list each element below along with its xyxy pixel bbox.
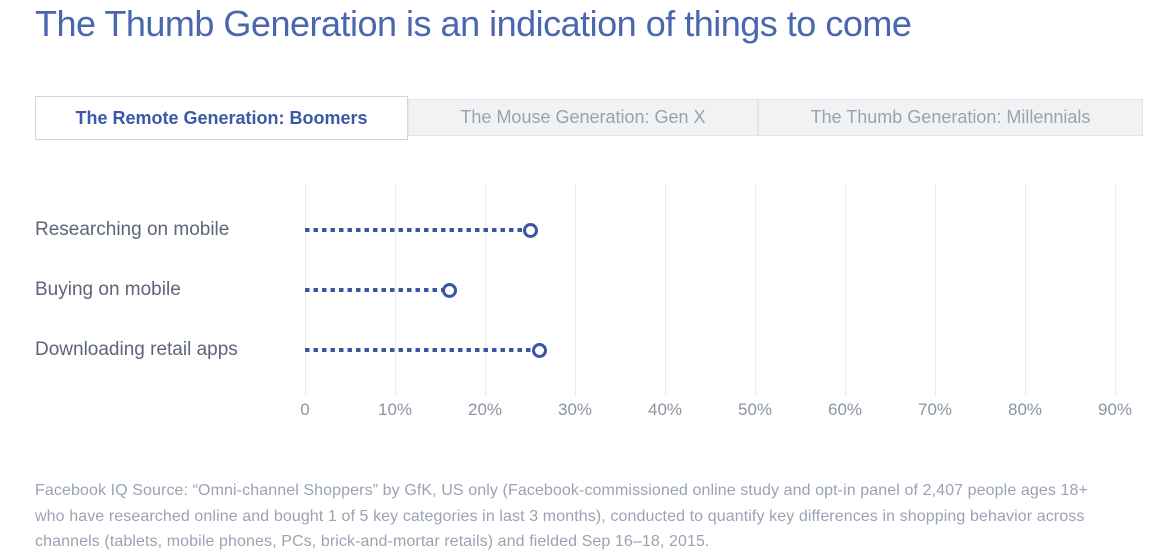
x-axis-tick-label: 90% [1097,400,1133,419]
gridline [755,185,756,396]
x-axis-tick-label: 20% [467,400,503,419]
data-point-marker [523,223,538,238]
tab-mouse-generation-genx[interactable]: The Mouse Generation: Gen X [408,99,758,136]
data-point-marker [442,283,457,298]
gridline [1025,185,1026,396]
page-title: The Thumb Generation is an indication of… [35,3,912,44]
generation-tabs: The Remote Generation: Boomers The Mouse… [35,96,1143,140]
tab-remote-generation-boomers[interactable]: The Remote Generation: Boomers [35,96,408,140]
category-label: Researching on mobile [35,219,230,240]
x-axis-tick-label: 30% [557,400,593,419]
gridline [935,185,936,396]
x-axis-tick-label: 60% [827,400,863,419]
x-axis-tick-label: 10% [377,400,413,419]
category-label: Buying on mobile [35,279,181,300]
x-axis-tick-label: 0 [300,400,310,419]
x-axis-tick-label: 50% [737,400,773,419]
lollipop-line [305,228,524,232]
tab-label: The Thumb Generation: Millennials [810,107,1091,127]
gridline [1115,185,1116,396]
tab-thumb-generation-millennials[interactable]: The Thumb Generation: Millennials [758,99,1143,136]
gridline [575,185,576,396]
x-axis-tick-label: 80% [1007,400,1043,419]
source-note: Facebook IQ Source: “Omni-channel Shoppe… [35,482,1088,550]
data-point-marker [532,343,547,358]
tab-label: The Mouse Generation: Gen X [460,107,706,127]
gridline [845,185,846,396]
x-axis-tick-label: 40% [647,400,683,419]
lollipop-line [305,288,443,292]
x-axis-tick-label: 70% [917,400,953,419]
tab-label: The Remote Generation: Boomers [75,107,368,128]
lollipop-line [305,348,533,352]
category-label: Downloading retail apps [35,339,238,360]
gridline [485,185,486,396]
gridline [665,185,666,396]
